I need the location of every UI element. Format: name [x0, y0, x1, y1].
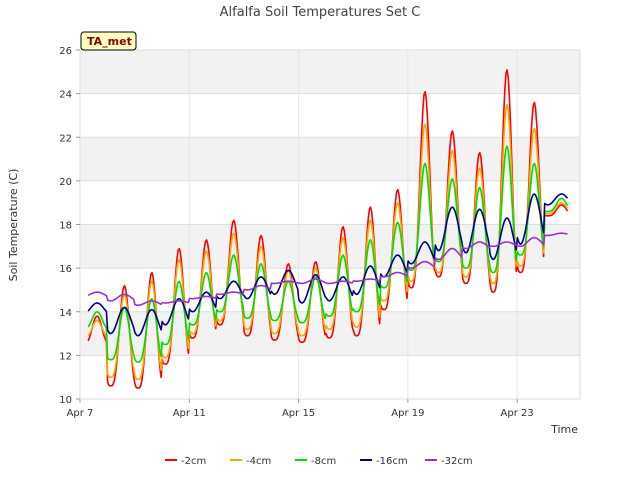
series-line — [87, 145, 569, 363]
legend-item-label: -8cm — [311, 456, 336, 467]
series-lines — [87, 69, 569, 389]
x-tick-label: Apr 19 — [391, 408, 424, 419]
y-axis-label: Soil Temperature (C) — [7, 169, 20, 282]
x-axis-label: Time — [550, 423, 578, 436]
y-tick-label: 22 — [59, 133, 72, 144]
x-tick-label: Apr 11 — [173, 408, 206, 419]
x-tick-label: Apr 15 — [282, 408, 315, 419]
y-tick-label: 20 — [59, 177, 72, 188]
series-line — [87, 193, 569, 337]
station-badge: TA_met — [80, 31, 137, 51]
chart-title: Alfalfa Soil Temperatures Set C — [220, 5, 421, 20]
y-axis-ticks: 10 12 14 16 18 20 22 24 26 — [59, 46, 80, 406]
grid-band — [80, 224, 580, 269]
legend-item-label: -2cm — [181, 456, 206, 467]
y-tick-label: 26 — [59, 46, 72, 57]
grid-bands — [80, 50, 580, 356]
x-tick-label: Apr 23 — [501, 408, 534, 419]
y-tick-label: 18 — [59, 221, 72, 232]
series-line — [87, 232, 568, 306]
y-tick-label: 10 — [59, 395, 72, 406]
x-axis-ticks: Apr 7 Apr 11 Apr 15 Apr 19 Apr 23 — [67, 399, 534, 419]
legend-item-label: -32cm — [441, 456, 473, 467]
y-tick-label: 12 — [59, 351, 72, 362]
legend-item-label: -4cm — [246, 456, 271, 467]
y-tick-label: 14 — [59, 308, 72, 319]
station-badge-label: TA_met — [87, 35, 132, 48]
x-tick-label: Apr 7 — [67, 408, 94, 419]
station-badge-box — [80, 31, 137, 51]
legend: -2cm -4cm -8cm -16cm -32cm — [165, 456, 473, 467]
grid-band — [80, 50, 580, 94]
y-tick-label: 24 — [59, 90, 72, 101]
grid-band — [80, 311, 580, 356]
y-tick-label: 16 — [59, 264, 72, 275]
grid-band — [80, 137, 580, 181]
legend-item-label: -16cm — [376, 456, 408, 467]
